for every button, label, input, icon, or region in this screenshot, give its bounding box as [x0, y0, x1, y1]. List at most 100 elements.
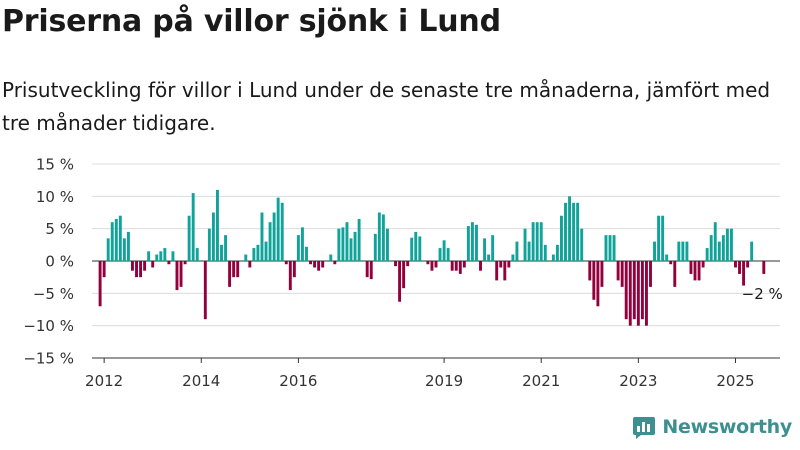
bar	[126, 231, 130, 261]
bar	[353, 231, 357, 261]
bar	[535, 222, 539, 261]
bar	[673, 261, 677, 287]
bar	[418, 236, 422, 261]
bar	[220, 244, 223, 261]
x-tick-label: 2025	[716, 372, 754, 390]
bar	[402, 261, 406, 289]
bar	[155, 254, 159, 261]
bar	[608, 235, 612, 261]
bar	[640, 261, 644, 320]
bar	[721, 235, 725, 261]
bar	[102, 261, 106, 278]
bar	[248, 261, 252, 268]
x-tick-label: 2014	[182, 372, 220, 390]
x-axis: 2012 2014 2016 2019 2021 2023 2025	[85, 357, 780, 390]
bar	[624, 261, 628, 320]
bar	[381, 214, 385, 261]
bar	[750, 241, 754, 261]
bar	[697, 261, 701, 281]
bar	[693, 261, 697, 281]
bar	[179, 261, 183, 287]
bar	[539, 222, 543, 261]
bar	[195, 248, 199, 261]
y-tick-label: −5 %	[33, 285, 74, 303]
bar	[677, 241, 681, 261]
page-subtitle: Prisutveckling för villor i Lund under d…	[2, 78, 771, 135]
bar	[701, 261, 705, 268]
bar	[628, 261, 632, 326]
annotations: −2 %	[742, 285, 783, 303]
bar	[596, 261, 600, 307]
bar	[511, 254, 515, 261]
bar	[211, 212, 215, 261]
bar	[131, 261, 134, 271]
bar	[531, 222, 535, 261]
bar	[244, 254, 248, 261]
bar	[167, 261, 171, 265]
y-tick-label: 15 %	[36, 156, 74, 174]
bar	[106, 238, 110, 261]
bar	[252, 248, 256, 261]
bar	[345, 222, 349, 261]
bar	[555, 244, 559, 261]
bar	[661, 215, 665, 261]
bar	[207, 228, 211, 261]
bar	[612, 235, 616, 261]
bar	[588, 261, 592, 281]
bar	[426, 261, 430, 265]
bar	[499, 261, 503, 268]
bar	[742, 261, 746, 286]
bar	[495, 261, 499, 281]
bar	[163, 248, 167, 261]
brand-name: Newsworthy	[662, 416, 792, 438]
bar	[446, 248, 450, 261]
bar	[507, 261, 511, 268]
bar	[600, 261, 604, 287]
bar	[450, 261, 454, 271]
bar	[657, 215, 661, 261]
bar	[394, 261, 397, 267]
bar	[143, 261, 147, 271]
bar	[669, 261, 673, 265]
y-tick-label: 0 %	[45, 253, 74, 271]
bar	[114, 218, 118, 261]
bar	[135, 261, 138, 278]
bar	[470, 222, 474, 261]
y-tick-label: −15 %	[23, 350, 74, 368]
bar	[604, 235, 608, 261]
bar	[442, 240, 446, 261]
bar	[709, 235, 713, 261]
y-tick-label: 5 %	[45, 220, 74, 238]
bar	[462, 261, 466, 268]
bar	[479, 261, 482, 271]
bar	[523, 228, 527, 261]
bar	[689, 261, 693, 274]
bar	[365, 261, 369, 278]
bar	[746, 261, 750, 268]
bar	[385, 228, 389, 261]
bar	[183, 261, 187, 265]
bar	[341, 227, 345, 261]
bar	[272, 212, 276, 261]
bar	[592, 261, 596, 300]
bar	[632, 261, 636, 320]
bar	[725, 228, 729, 261]
bar	[110, 222, 114, 261]
bar	[329, 254, 333, 261]
bar	[466, 226, 470, 261]
bar	[288, 261, 292, 291]
bar	[118, 215, 122, 261]
bar	[685, 241, 689, 261]
bar	[321, 261, 325, 268]
bar	[260, 212, 264, 261]
bar	[414, 231, 418, 261]
bar	[491, 235, 495, 261]
bar	[175, 261, 179, 291]
bar	[373, 233, 377, 261]
x-tick-label: 2016	[279, 372, 317, 390]
bar	[280, 202, 284, 261]
bar	[349, 238, 353, 261]
bar	[313, 261, 317, 268]
bar	[187, 215, 191, 261]
